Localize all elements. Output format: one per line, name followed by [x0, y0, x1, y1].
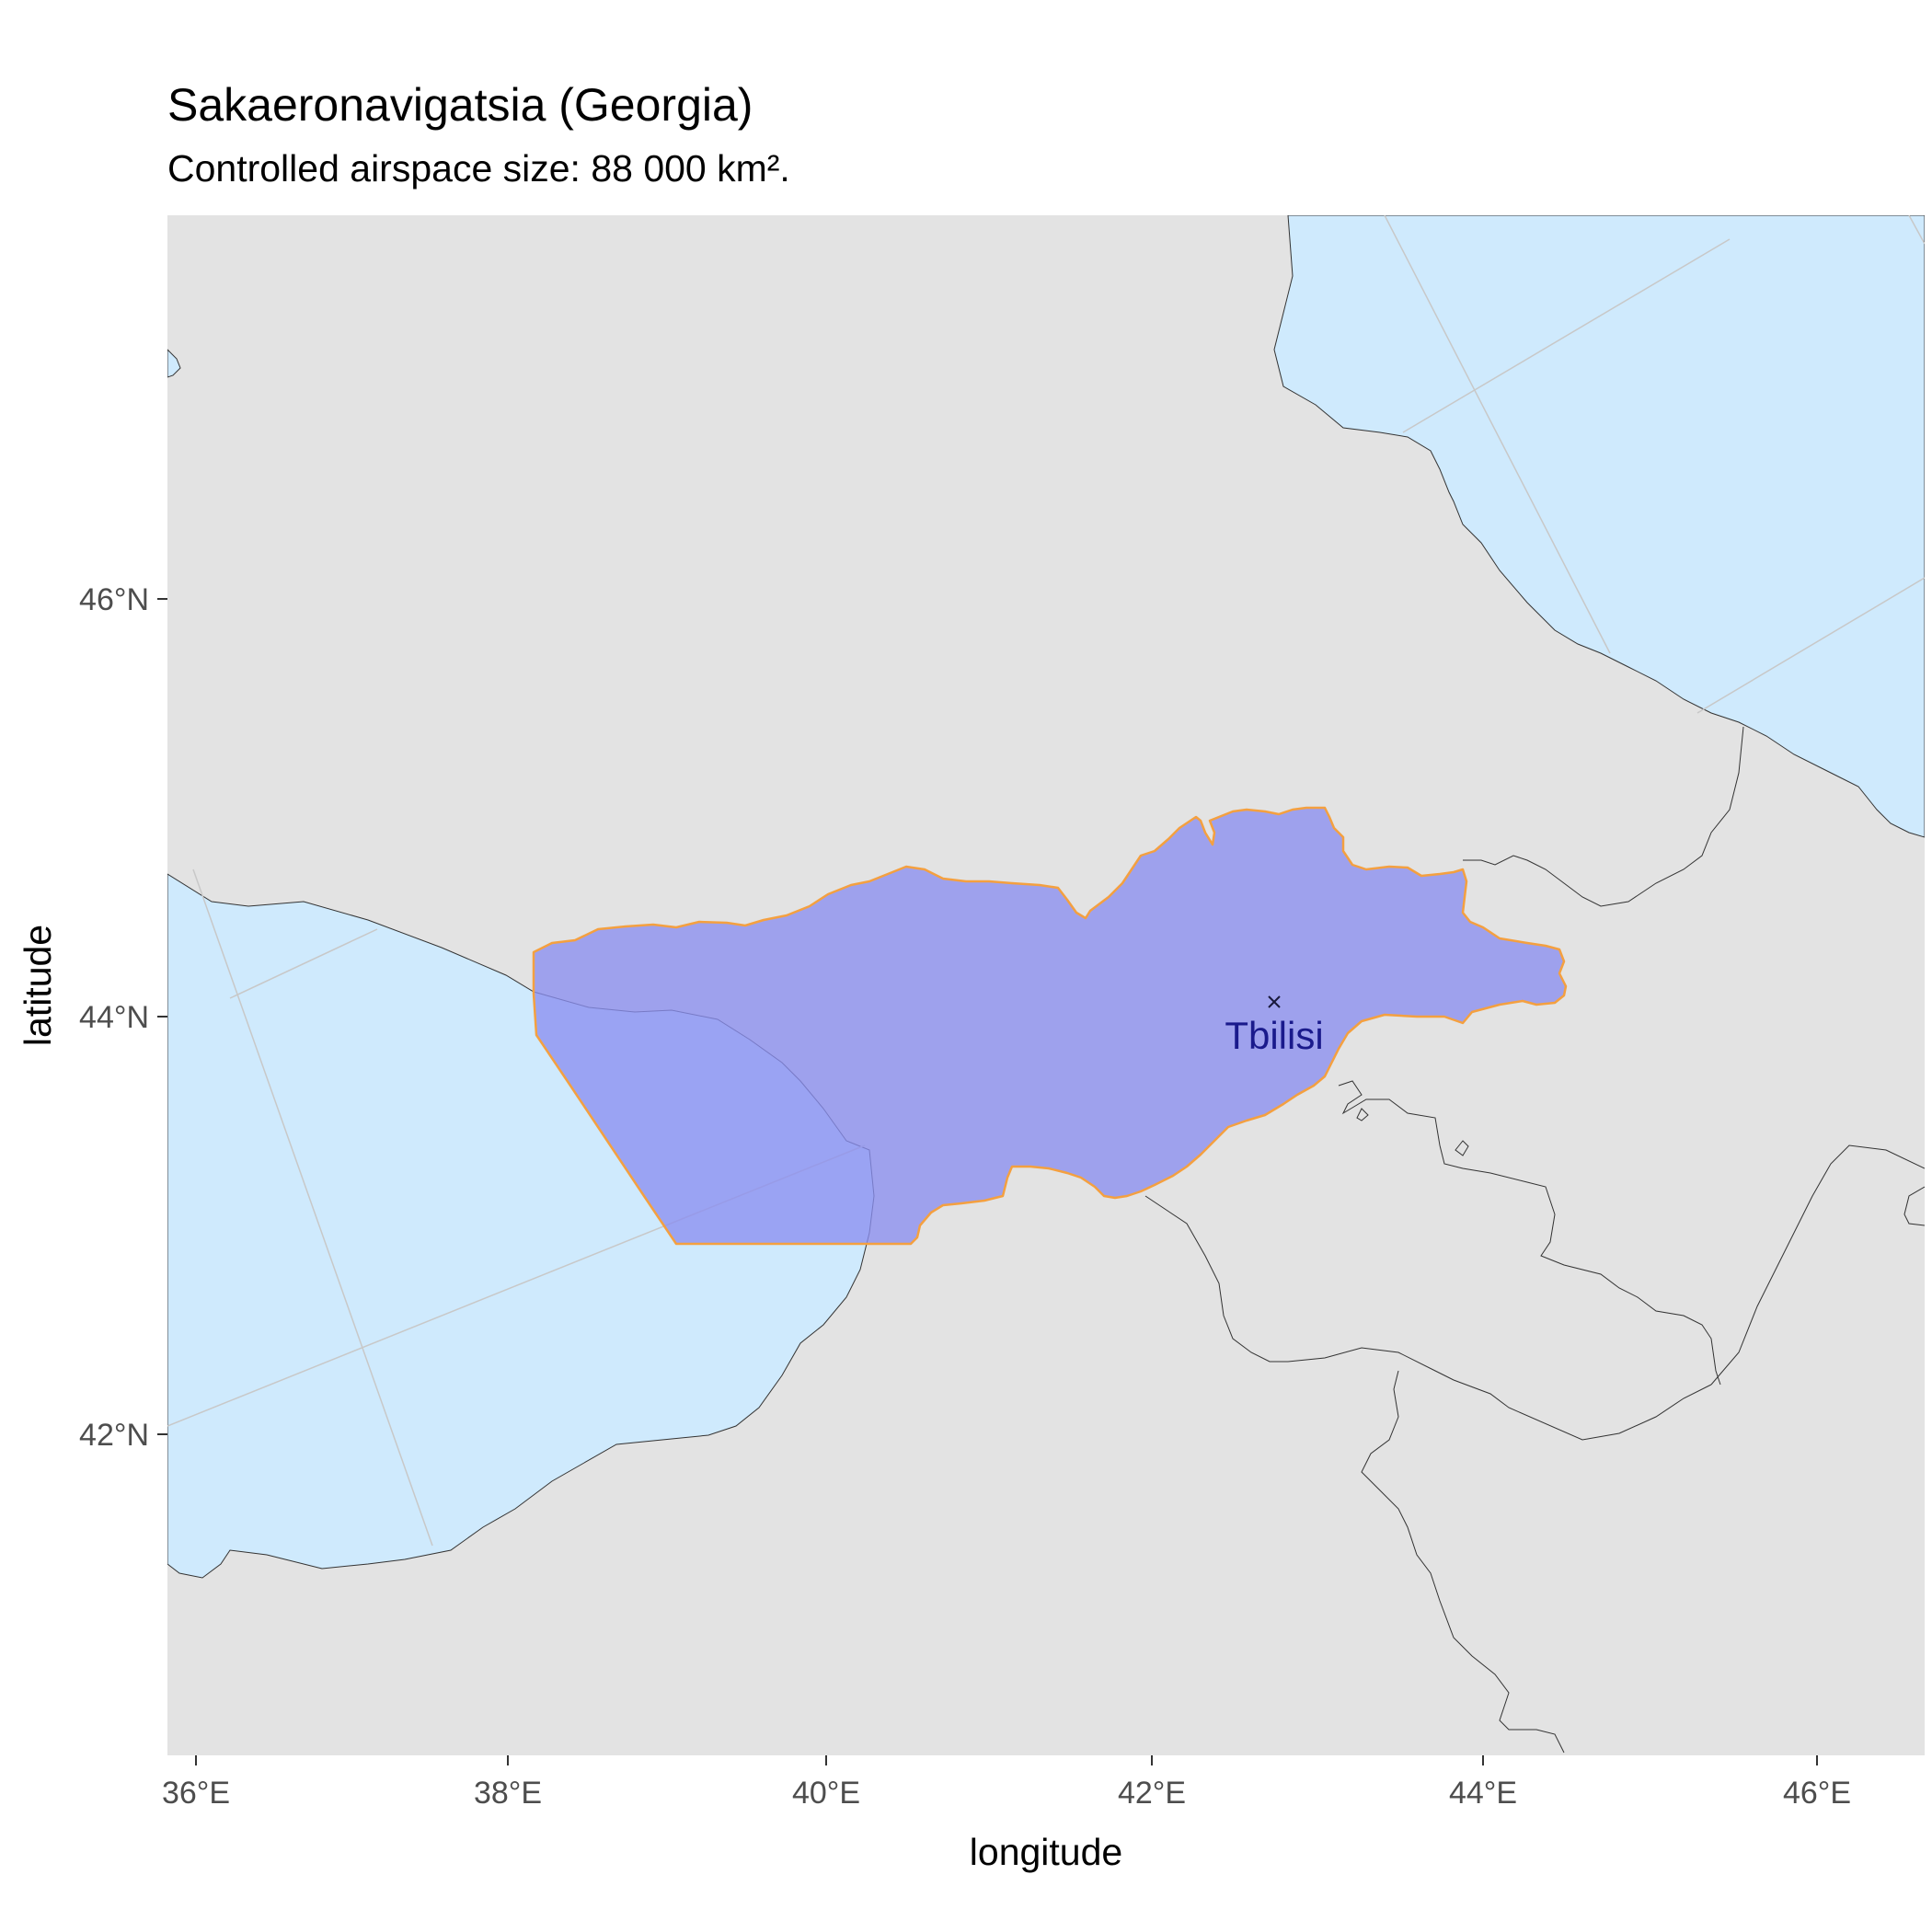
city-label: Tbilisi [1225, 1014, 1323, 1057]
x-tick-label: 42°E [1118, 1776, 1186, 1811]
x-tick-label: 38°E [474, 1776, 542, 1811]
x-axis [195, 1755, 1818, 1765]
map-title: Sakaeronavigatsia (Georgia) [167, 79, 753, 131]
y-tick-label: 44°N [79, 1000, 149, 1035]
airspace-polygon [532, 806, 1568, 1246]
x-tick-label: 36°E [162, 1776, 230, 1811]
y-tick-label: 46°N [79, 582, 149, 617]
country-borders [1144, 726, 1925, 1754]
sea-of-azov [167, 349, 181, 378]
y-axis-title: latitude [17, 925, 59, 1046]
y-axis [157, 598, 167, 1435]
x-marker-icon [1268, 995, 1281, 1008]
map-subtitle: Controlled airspace size: 88 000 km². [167, 147, 790, 190]
x-tick-label: 40°E [792, 1776, 860, 1811]
y-tick-label: 42°N [79, 1418, 149, 1453]
caspian-sea [1273, 215, 1925, 838]
x-tick-label: 44°E [1449, 1776, 1517, 1811]
x-tick-label: 46°E [1783, 1776, 1851, 1811]
x-axis-title: longitude [970, 1831, 1122, 1873]
